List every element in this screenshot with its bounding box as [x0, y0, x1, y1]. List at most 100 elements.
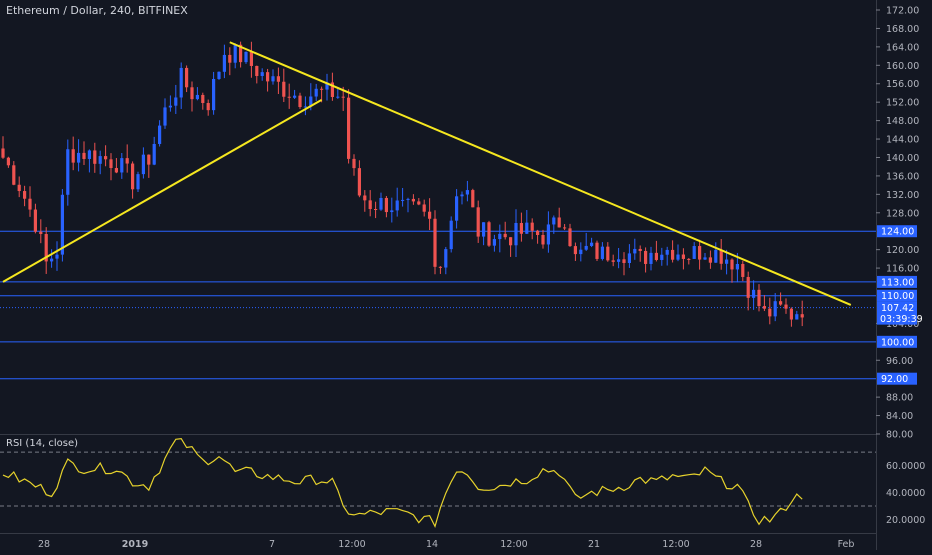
- candle-body: [276, 76, 280, 82]
- price-label-text: 92.00: [881, 374, 908, 385]
- candle-body: [82, 152, 86, 159]
- countdown-text: 03:39:39: [880, 314, 923, 325]
- candle-body: [190, 87, 194, 100]
- candle-body: [347, 97, 351, 159]
- candle-body: [212, 78, 216, 111]
- candle-body: [17, 184, 21, 192]
- price-label-text: 124.00: [881, 227, 914, 238]
- candle-body: [789, 308, 793, 320]
- price-tick-label: 84.00: [886, 411, 913, 422]
- candle-body: [449, 220, 453, 250]
- candle-body: [455, 196, 459, 221]
- price-label-box: [877, 301, 917, 314]
- candle-body: [433, 218, 437, 267]
- candle-body: [141, 154, 145, 175]
- price-tick-label: 148.00: [886, 116, 919, 127]
- candle-body: [6, 157, 10, 166]
- price-tick-label: 152.00: [886, 98, 919, 109]
- candle-body: [649, 252, 653, 264]
- candle-body: [179, 67, 183, 98]
- candle-body: [23, 191, 27, 199]
- candle-body: [660, 254, 664, 260]
- candle-body: [438, 266, 442, 268]
- candle-body: [341, 96, 345, 98]
- price-tick-label: 128.00: [886, 208, 919, 219]
- candle-body: [600, 246, 604, 259]
- candle-body: [563, 227, 567, 229]
- candle-body: [579, 249, 583, 255]
- candle-body: [622, 259, 626, 263]
- candle-body: [487, 222, 491, 246]
- rsi-label: RSI (14, close): [6, 438, 79, 449]
- candle-body: [460, 194, 464, 197]
- price-tick-label: 172.00: [886, 6, 919, 17]
- candle-body: [39, 231, 43, 235]
- candle-body: [471, 190, 475, 208]
- price-tick-label: 160.00: [886, 61, 919, 72]
- candle-body: [309, 96, 313, 107]
- candle-body: [541, 235, 545, 245]
- candle-body: [557, 217, 561, 228]
- candle-body: [422, 204, 426, 212]
- candle-body: [617, 259, 621, 262]
- rsi-tick-label: 40.0000: [886, 488, 925, 499]
- rsi-tick-label: 20.0000: [886, 515, 925, 526]
- candle-body: [33, 209, 37, 232]
- trendline: [2, 99, 323, 283]
- candle-body: [595, 242, 599, 259]
- candle-body: [320, 88, 324, 90]
- candle-body: [492, 239, 496, 246]
- candle-body: [87, 150, 91, 159]
- time-tick-label: 12:00: [500, 539, 527, 550]
- candle-body: [692, 246, 696, 259]
- candle-body: [174, 97, 178, 106]
- candle-body: [206, 103, 210, 111]
- candle-body: [303, 106, 307, 108]
- candle-body: [336, 96, 340, 98]
- price-tick-label: 132.00: [886, 190, 919, 201]
- time-tick-label: 14: [426, 539, 438, 550]
- time-tick-label: 21: [588, 539, 600, 550]
- price-tick-label: 120.00: [886, 245, 919, 256]
- time-tick-label: 7: [269, 539, 275, 550]
- price-tick-label: 96.00: [886, 356, 913, 367]
- price-label-box: [877, 372, 917, 385]
- candle-body: [665, 249, 669, 255]
- time-tick-label: 2019: [122, 539, 148, 550]
- candle-body: [536, 230, 540, 236]
- candle-body: [514, 222, 518, 246]
- candle-body: [120, 158, 124, 173]
- candle-body: [136, 174, 140, 190]
- price-tick-label: 156.00: [886, 79, 919, 90]
- candle-body: [417, 201, 421, 205]
- candle-body: [735, 263, 739, 270]
- candle-body: [590, 242, 594, 246]
- candle-body: [314, 88, 318, 97]
- candle-body: [363, 195, 367, 201]
- candle-body: [730, 259, 734, 270]
- candle-body: [109, 159, 113, 169]
- candle-body: [546, 224, 550, 245]
- candle-body: [606, 246, 610, 261]
- candle-body: [185, 67, 189, 88]
- price-label-text: 110.00: [881, 291, 914, 302]
- price-tick-label: 164.00: [886, 42, 919, 53]
- candle-body: [12, 165, 16, 185]
- time-tick-label: 12:00: [338, 539, 365, 550]
- candle-body: [698, 246, 702, 260]
- candle-body: [168, 105, 172, 108]
- chart-title: Ethereum / Dollar, 240, BITFINEX: [6, 4, 188, 17]
- candle-body: [28, 198, 32, 210]
- candle-body: [465, 190, 469, 195]
- candle-body: [498, 233, 502, 240]
- candle-body: [611, 260, 615, 262]
- candle-body: [357, 168, 361, 196]
- price-label-box: [877, 289, 917, 302]
- candle-body: [287, 96, 291, 98]
- candle-body: [298, 95, 302, 108]
- candle-body: [708, 257, 712, 263]
- candle-body: [325, 82, 329, 90]
- candle-body: [374, 209, 378, 211]
- price-tick-label: 144.00: [886, 135, 919, 146]
